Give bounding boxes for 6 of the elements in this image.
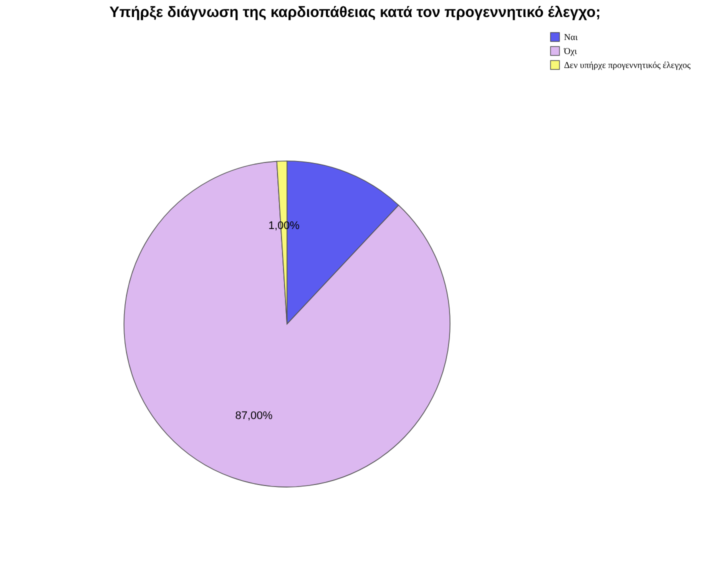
- data-label: 87,00%: [235, 410, 273, 422]
- pie-slice: [124, 160, 450, 488]
- chart-title: Υπήρξε διάγνωση της καρδιοπάθειας κατά τον προγεννητικό έλεγχο;: [109, 4, 601, 21]
- legend-label: Ναι: [564, 32, 578, 42]
- legend-label: Όχι: [563, 46, 578, 56]
- legend-label: Δεν υπήρχε προγεννητικός έλεγχος: [564, 60, 691, 70]
